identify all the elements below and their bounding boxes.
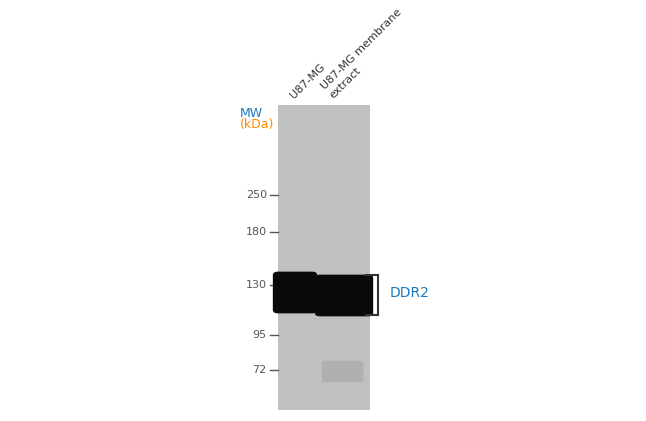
Bar xyxy=(278,105,370,410)
Text: 95: 95 xyxy=(253,330,267,340)
Text: (kDa): (kDa) xyxy=(240,118,275,131)
Text: 72: 72 xyxy=(253,365,267,375)
Text: DDR2: DDR2 xyxy=(390,286,430,300)
FancyBboxPatch shape xyxy=(315,274,373,316)
Text: U87-MG: U87-MG xyxy=(288,61,327,100)
Text: 130: 130 xyxy=(245,280,267,290)
Text: U87-MG membrane
extract: U87-MG membrane extract xyxy=(320,8,412,100)
FancyBboxPatch shape xyxy=(273,272,317,313)
Text: 180: 180 xyxy=(245,227,267,237)
Text: 250: 250 xyxy=(245,190,267,200)
FancyBboxPatch shape xyxy=(322,361,363,382)
Text: MW: MW xyxy=(240,107,263,120)
